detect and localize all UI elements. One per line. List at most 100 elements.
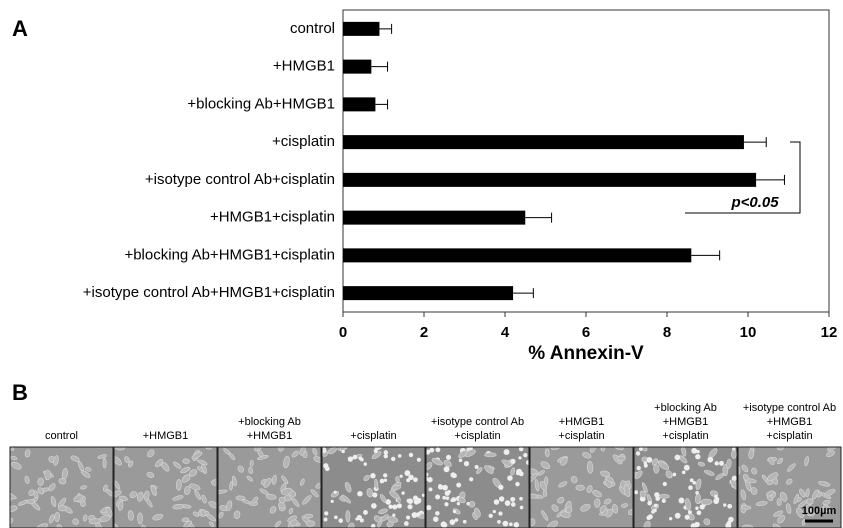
cell [341,450,344,453]
micrograph [110,444,220,528]
cell [514,522,520,528]
cell [469,477,473,481]
cell [456,483,461,488]
cell [701,499,712,505]
cell [416,512,420,516]
y-tick-label: +blocking Ab+HMGB1 [187,95,335,112]
cell [466,502,469,505]
cell [457,502,460,505]
cell [510,497,515,502]
cell [442,496,446,500]
image-caption: +HMGB1 [247,430,293,442]
cell [489,514,493,518]
cell [715,461,719,465]
bar [343,286,513,300]
cell [183,459,190,464]
cell [417,458,421,462]
micrograph [216,443,324,528]
cell [54,512,59,522]
cell [688,510,692,514]
cell [654,504,658,508]
cell [447,490,451,494]
cell [435,495,440,500]
cell [348,456,353,461]
cell [719,461,724,466]
cell [695,454,700,459]
micrograph [5,443,115,528]
cell [639,447,643,451]
cell [176,479,182,490]
x-tick-label: 2 [420,324,428,341]
cell [485,453,497,457]
x-tick-label: 6 [582,324,590,341]
cell [392,504,397,509]
x-tick-label: 0 [339,324,347,341]
cell [662,499,666,503]
image-caption: +blocking Ab [654,402,717,414]
cell [672,473,676,477]
cell [103,458,106,468]
cell [507,475,513,481]
plot-frame [343,10,829,312]
cell [450,472,455,477]
image-caption: +cisplatin [662,430,708,442]
image-caption: +isotype control Ab [743,402,836,414]
cell [777,498,781,505]
cell [338,518,343,523]
cell [392,513,395,516]
y-tick-label: +isotype control Ab+HMGB1+cisplatin [83,284,335,301]
cell [723,503,726,506]
cell [363,510,368,515]
cell [450,498,454,502]
image-caption: +blocking Ab [238,416,301,428]
cell [407,499,411,503]
cell [323,463,328,468]
micrograph [528,443,636,528]
cell [523,453,527,457]
error-bar [371,62,387,72]
cell [493,510,496,513]
cell [587,461,593,473]
cell [463,520,467,524]
x-tick-label: 4 [501,324,510,341]
cell [324,511,328,515]
cell [453,510,456,513]
cell [371,503,377,509]
cell [391,457,395,461]
cell [446,455,451,460]
cell [450,519,456,525]
cell [413,495,418,500]
cell [682,471,686,475]
image-caption: +HMGB1 [663,416,709,428]
bar [343,135,744,149]
cell [404,521,409,526]
cell [714,495,718,499]
cell [355,517,358,520]
cell [727,521,732,526]
bar [343,211,525,225]
cell [659,494,670,498]
cell [516,469,522,475]
cell [691,448,697,454]
cell [427,477,432,482]
cell [306,521,315,527]
figure: A p<0.05 % Annexin-V B 024681012control+… [0,0,843,528]
cell [644,461,647,464]
cell [707,457,713,463]
cell [684,465,690,471]
cell [475,465,479,469]
image-caption: +HMGB1 [559,416,605,428]
cell [433,517,438,522]
cell [498,512,502,516]
cell [404,470,410,476]
cell [397,503,402,508]
cell [634,490,638,494]
cell [400,475,403,478]
cell [353,455,358,460]
cell [464,461,469,466]
image-caption: +cisplatin [558,430,604,442]
cell [601,444,605,451]
cell [398,454,402,458]
cell [695,491,699,495]
cell [696,450,700,454]
